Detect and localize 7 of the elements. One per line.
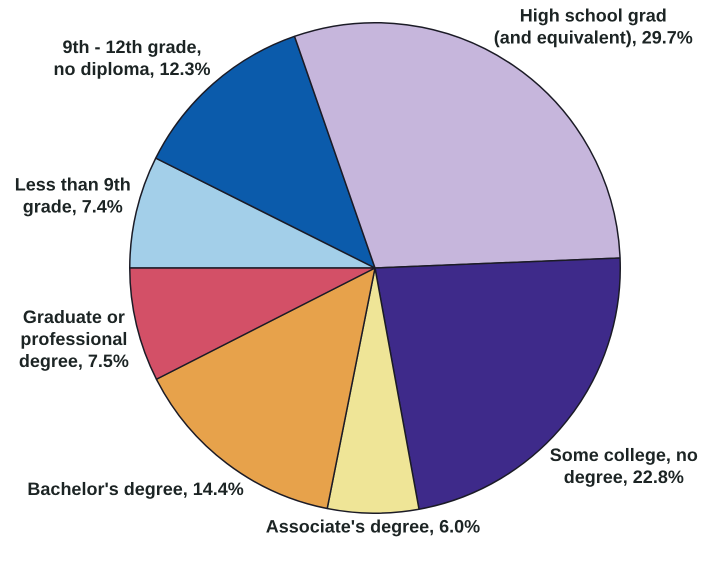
slice-label: Some college, no degree, 22.8% — [550, 445, 698, 488]
slice-label: Bachelor's degree, 14.4% — [27, 479, 244, 500]
slice-label: Associate's degree, 6.0% — [266, 516, 480, 537]
slice-label: Less than 9th grade, 7.4% — [14, 174, 131, 216]
slice-label: Graduate or professional degree, 7.5% — [18, 307, 129, 372]
slice-label: High school grad (and equivalent), 29.7% — [494, 6, 693, 48]
slice-label: 9th - 12th grade, no diploma, 12.3% — [54, 36, 211, 79]
